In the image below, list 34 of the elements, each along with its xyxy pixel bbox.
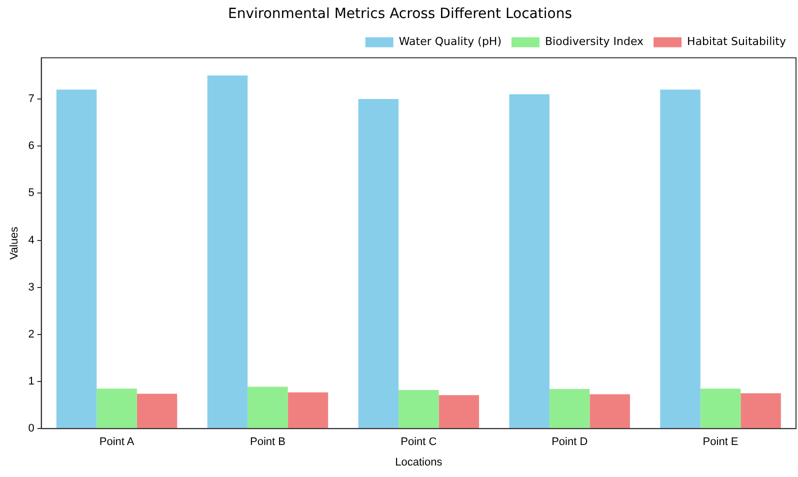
- bar: [358, 99, 399, 428]
- bar: [207, 75, 248, 428]
- x-tick-label: Point C: [400, 436, 437, 448]
- chart-title: Environmental Metrics Across Different Locations: [228, 6, 572, 22]
- legend-label: Biodiversity Index: [544, 35, 644, 48]
- y-tick-label: 4: [28, 234, 34, 246]
- bar: [398, 390, 439, 428]
- y-tick-label: 3: [28, 281, 34, 294]
- x-tick-label: Point B: [250, 436, 286, 448]
- bar: [509, 94, 550, 428]
- y-tick-label: 7: [28, 93, 34, 106]
- bar: [660, 90, 700, 428]
- y-tick-label: 1: [28, 376, 34, 388]
- y-tick-label: 6: [28, 140, 34, 152]
- bar: [248, 386, 288, 428]
- y-tick-label: 0: [28, 422, 34, 435]
- bar: [740, 393, 781, 428]
- y-axis-title: Values: [8, 226, 21, 260]
- bar: [438, 395, 480, 428]
- bar: [136, 394, 178, 428]
- legend-label: Habitat Suitability: [687, 35, 786, 48]
- bar: [96, 388, 137, 428]
- x-tick-label: Point D: [552, 436, 588, 448]
- x-tick-label: Point A: [99, 436, 135, 448]
- bar: [700, 388, 741, 428]
- y-tick-label: 5: [28, 187, 34, 200]
- bar: [288, 392, 328, 428]
- x-tick-label: Point E: [702, 436, 738, 448]
- bar: [590, 394, 630, 428]
- bar: [56, 90, 97, 428]
- legend-label: Water Quality (pH): [398, 35, 502, 48]
- x-axis-title: Locations: [395, 456, 443, 468]
- y-tick-label: 2: [28, 328, 34, 340]
- bar: [549, 389, 590, 428]
